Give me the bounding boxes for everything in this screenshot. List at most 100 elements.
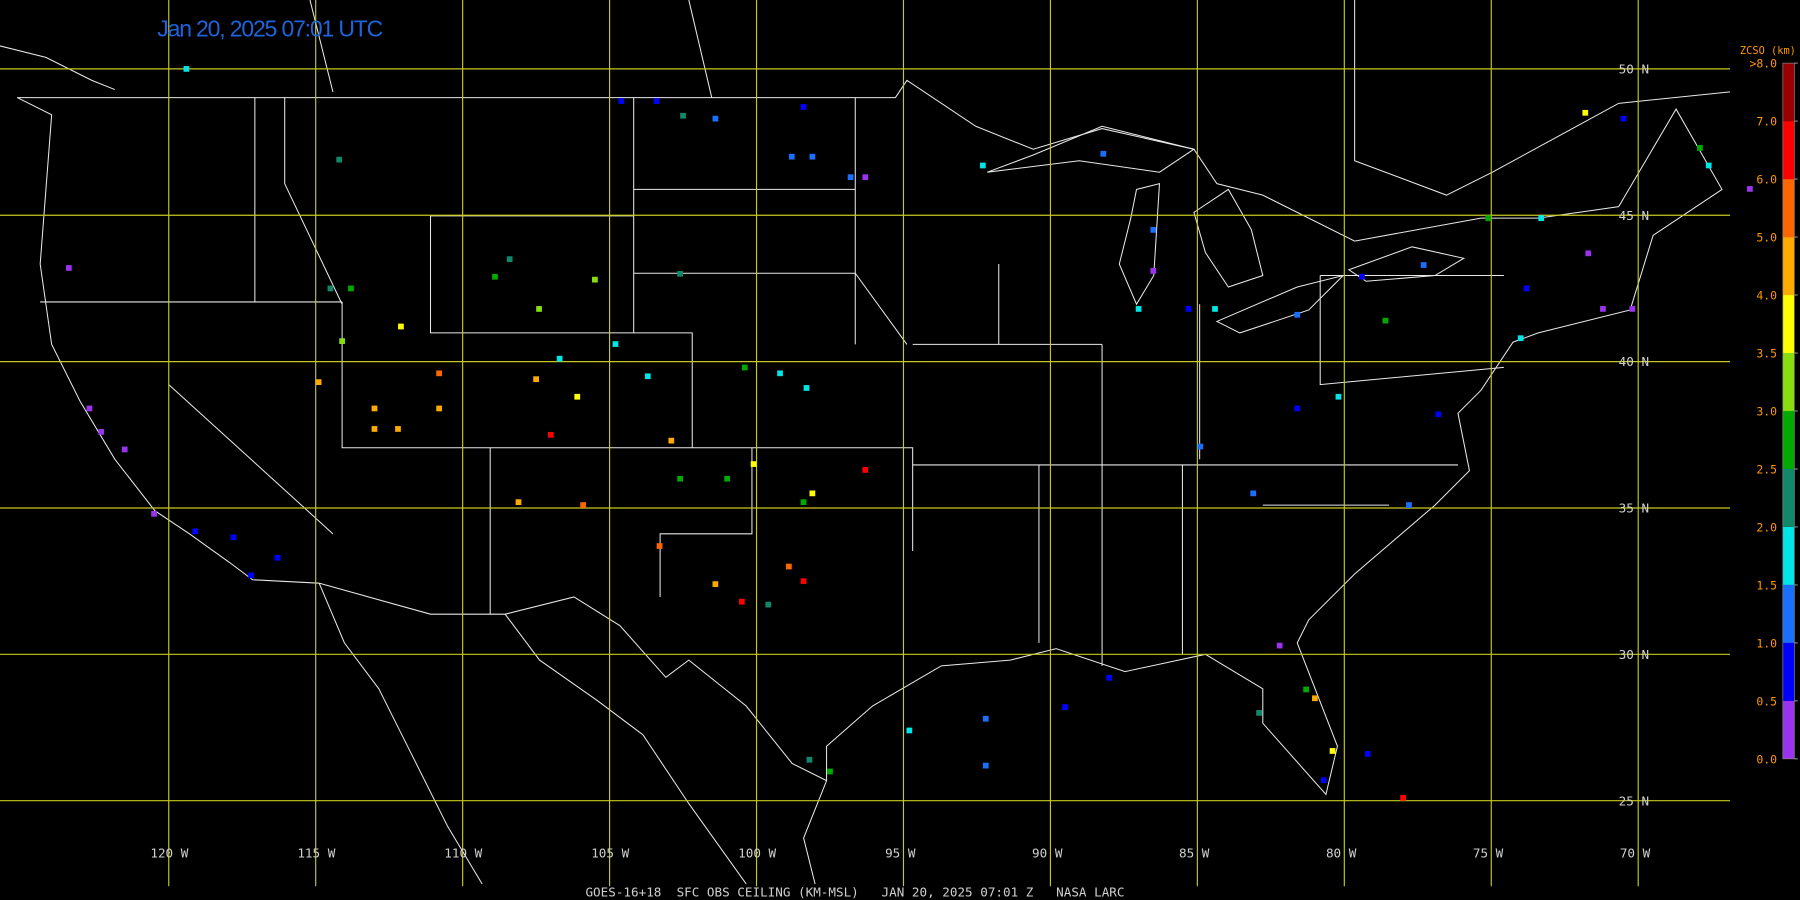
station-obs xyxy=(86,405,93,412)
station-obs xyxy=(827,768,833,775)
colorbar-label: 0.5 xyxy=(1756,694,1777,708)
colorbar-band xyxy=(1782,410,1795,469)
map-title: Jan 20, 2025 07:01 UTC xyxy=(157,16,382,42)
colorbar-band xyxy=(1782,353,1795,411)
station-obs xyxy=(1400,794,1406,801)
station-obs xyxy=(574,393,581,400)
station-obs xyxy=(580,502,587,508)
lon-label: 85 W xyxy=(1179,846,1210,861)
colorbar-label: 7.0 xyxy=(1756,115,1777,129)
station-obs xyxy=(1276,642,1283,649)
station-obs xyxy=(644,373,651,380)
station-obs xyxy=(1062,704,1068,710)
station-obs xyxy=(1100,150,1107,157)
station-obs xyxy=(1620,115,1627,122)
station-obs xyxy=(1364,751,1371,757)
colorbar-label: 3.0 xyxy=(1756,405,1777,419)
colorbar-label: 6.0 xyxy=(1756,173,1777,187)
colorbar-label: >8.0 xyxy=(1749,57,1777,71)
station-obs xyxy=(274,554,281,561)
station-obs xyxy=(738,598,745,605)
colorbar-label: 0.0 xyxy=(1756,752,1777,766)
station-obs xyxy=(336,156,343,163)
colorbar-band xyxy=(1782,237,1795,296)
station-obs xyxy=(724,475,731,482)
station-obs xyxy=(533,376,539,383)
lon-label: 90 W xyxy=(1032,846,1063,861)
lake-erie xyxy=(1215,274,1345,334)
station-obs xyxy=(712,115,719,122)
station-obs xyxy=(847,174,854,181)
lat-label: 45 N xyxy=(1619,208,1649,223)
station-obs xyxy=(1335,393,1342,400)
station-obs xyxy=(248,572,254,579)
station-obs xyxy=(436,370,443,377)
station-obs xyxy=(712,581,719,587)
station-obs xyxy=(765,601,772,608)
station-obs xyxy=(371,405,378,412)
station-obs xyxy=(653,98,660,104)
station-obs xyxy=(1582,109,1589,116)
station-obs xyxy=(668,437,675,444)
station-obs xyxy=(1629,306,1636,312)
lat-label: 40 N xyxy=(1619,354,1649,369)
colorbar-label: 4.0 xyxy=(1756,289,1777,303)
colorbar-band xyxy=(1782,642,1795,701)
station-obs xyxy=(230,534,237,541)
station-obs xyxy=(556,355,563,362)
station-obs xyxy=(809,153,816,160)
lon-label: 75 W xyxy=(1473,846,1504,861)
station-obs xyxy=(536,306,542,312)
station-obs xyxy=(1600,306,1606,312)
lake-huron xyxy=(1193,188,1264,288)
station-obs xyxy=(656,543,663,549)
station-obs xyxy=(777,370,783,377)
station-obs xyxy=(1197,443,1204,450)
station-obs xyxy=(1329,748,1336,754)
stations xyxy=(65,66,1753,801)
station-obs xyxy=(800,499,807,506)
station-obs xyxy=(1517,335,1524,342)
station-obs xyxy=(1420,262,1427,268)
station-obs xyxy=(982,762,989,769)
station-obs xyxy=(862,467,869,473)
station-obs xyxy=(398,323,404,330)
lake-michigan xyxy=(1118,183,1161,306)
station-obs xyxy=(1312,695,1318,702)
station-obs xyxy=(1705,162,1712,169)
lon-label: 115 W xyxy=(297,846,335,861)
station-obs xyxy=(515,499,522,506)
station-obs xyxy=(1106,674,1113,681)
station-obs xyxy=(315,379,322,385)
lat-label: 35 N xyxy=(1619,501,1649,516)
lon-label: 110 W xyxy=(444,846,482,861)
station-obs xyxy=(677,270,683,277)
colorbar-band xyxy=(1782,700,1795,759)
station-obs xyxy=(1294,405,1301,412)
colorbar-band xyxy=(1782,584,1795,643)
station-obs xyxy=(806,756,813,763)
station-obs xyxy=(327,285,334,292)
station-obs xyxy=(809,490,816,497)
station-obs xyxy=(1185,306,1192,312)
station-obs xyxy=(785,563,792,570)
station-obs xyxy=(1485,215,1492,222)
lon-label: 100 W xyxy=(738,846,776,861)
station-obs xyxy=(680,112,686,119)
lake-superior xyxy=(987,125,1196,173)
colorbar-band xyxy=(1782,179,1795,238)
lon-label: 120 W xyxy=(150,846,188,861)
station-obs xyxy=(151,510,157,517)
colorbar-label: 1.0 xyxy=(1756,636,1777,650)
station-obs xyxy=(592,276,598,283)
colorbar-band xyxy=(1782,295,1795,354)
station-obs xyxy=(750,461,757,467)
station-obs xyxy=(1435,411,1442,418)
colorbar: 0.0 0.5 1.0 1.5 2.0 2.5 3.0 3.5 4.0 5.0 6.0 7.0 >8.0… xyxy=(1740,45,1798,766)
station-obs xyxy=(677,475,683,482)
station-obs xyxy=(1250,490,1257,497)
colorbar-label: 2.5 xyxy=(1756,463,1777,477)
